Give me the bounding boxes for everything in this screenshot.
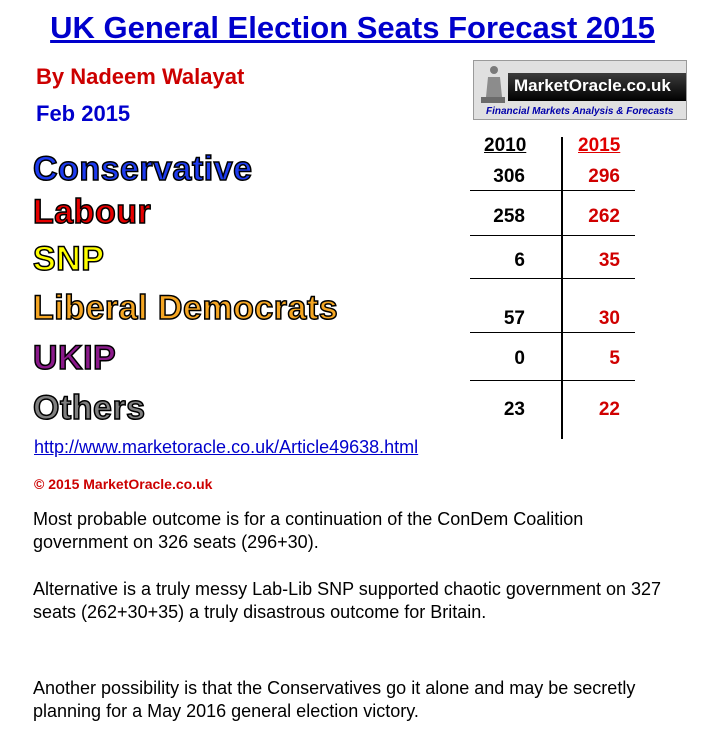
column-header-2010: 2010 [484,135,527,156]
seats-2015-labour: 262 [588,206,620,227]
outcome-paragraph-2: Alternative is a truly messy Lab-Lib SNP… [33,579,662,622]
seats-2010-others: 23 [503,399,525,420]
marketoracle-logo[interactable]: MarketOracle.co.uk Financial Markets Ana… [473,60,687,120]
row-divider [470,380,635,381]
date-line: Feb 2015 [36,101,131,126]
page-title: UK General Election Seats Forecast 2015 [50,10,655,45]
party-label-conservative: Conservative [32,149,253,189]
seats-2015-conservative: 296 [588,166,620,187]
row-divider [470,190,635,191]
author-line: By Nadeem Walayat [36,64,245,89]
party-label-snp: SNP [32,239,105,279]
party-label-liberal-democrats: Liberal Democrats [32,288,339,328]
logo-name: MarketOracle.co.uk [514,76,671,95]
logo-tagline: Financial Markets Analysis & Forecasts [486,106,674,117]
seats-2010-ukip: 0 [514,348,525,369]
outcome-paragraph-3: Another possibility is that the Conserva… [33,678,636,721]
seats-2010-liberal-democrats: 57 [503,308,525,329]
seats-2010-labour: 258 [493,206,525,227]
party-label-ukip: UKIP [32,338,117,378]
outcome-paragraph-1: Most probable outcome is for a continuat… [33,509,584,552]
article-link[interactable]: http://www.marketoracle.co.uk/Article496… [34,437,419,457]
seats-2010-snp: 6 [514,250,525,271]
seats-2015-others: 22 [598,399,620,420]
row-divider [470,332,635,333]
column-header-2015: 2015 [578,135,621,156]
party-label-labour: Labour [32,192,152,232]
statue-icon [481,66,505,103]
seats-2015-snp: 35 [598,250,620,271]
row-divider [470,235,635,236]
row-divider [470,278,635,279]
logo-banner [508,73,686,101]
seats-2015-ukip: 5 [609,348,620,369]
column-divider [561,137,563,439]
seats-2010-conservative: 306 [493,166,525,187]
copyright-notice: © 2015 MarketOracle.co.uk [34,476,213,492]
party-label-others: Others [32,388,146,428]
seats-2015-liberal-democrats: 30 [598,308,620,329]
